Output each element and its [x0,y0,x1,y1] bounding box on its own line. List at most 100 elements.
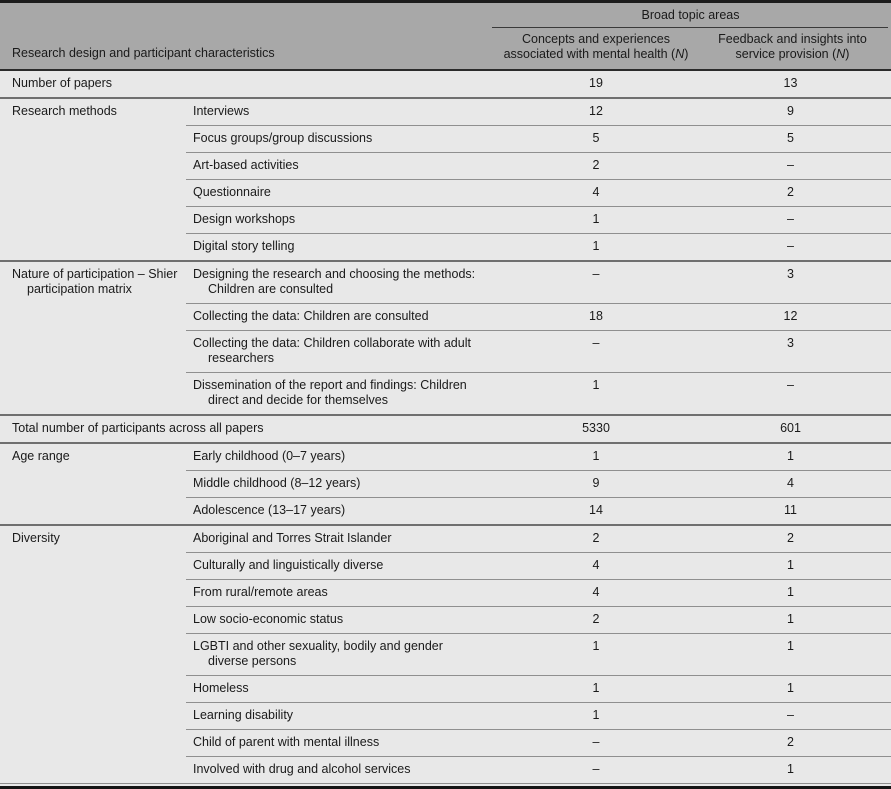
feedback-value-cell: – [787,708,794,722]
row-label: LGBTI and other sexuality, bodily and ge… [193,639,443,668]
feedback-value-cell: 3 [787,336,794,350]
table-group: Age range Early childhood (0–7 years) 1 … [0,442,891,524]
feedback-value-cell: 3 [787,267,794,281]
row-label: Interviews [193,104,250,118]
concepts-value-cell: 2 [592,531,600,545]
table-row: Designing the research and choosing the … [186,262,891,303]
row-label: Aboriginal and Torres Strait Islander [193,531,392,545]
feedback-value-cell: 13 [783,76,798,90]
concepts-value-cell: – [592,267,600,281]
concepts-value-cell: 18 [589,309,603,323]
row-label: Low socio-economic status [193,612,344,626]
concepts-value-cell: – [592,762,600,776]
concepts-value-cell: 1 [592,681,600,695]
row-label: From rural/remote areas [193,585,328,599]
concepts-value-cell: 1 [592,239,600,253]
feedback-value-cell: – [787,158,794,172]
table-row: Interviews 12 9 [186,99,891,125]
feedback-value-cell: – [787,239,794,253]
table-row: Homeless 1 1 [186,675,891,702]
feedback-value-cell: 1 [787,762,794,776]
feedback-value-cell: 1 [787,612,794,626]
feedback-value-cell: 12 [783,309,798,323]
concepts-value-cell: 4 [592,558,600,572]
concepts-value-cell: 12 [589,104,603,118]
table-group: Nature of participation – Shier particip… [0,260,891,414]
table-row: From rural/remote areas 4 1 [186,579,891,606]
row-label: Middle childhood (8–12 years) [193,476,361,490]
spanner-rule [492,27,888,28]
table-group: Total number of participants across all … [0,414,891,442]
table-row: 19 13 [490,71,891,97]
concepts-value-cell: 4 [592,585,600,599]
concepts-value-cell: 9 [592,476,600,490]
row-label: Designing the research and choosing the … [193,267,476,296]
concepts-column-header: Concepts and experiences associated with… [490,28,702,69]
paren-open: ( [828,47,837,61]
table-row: 5330 601 [490,416,891,442]
concepts-value-cell: 5330 [582,421,610,435]
group-rows: 5330 601 [490,416,891,442]
feedback-value-cell: 11 [784,503,797,517]
feedback-value-cell: 4 [787,476,794,490]
feedback-value-cell: 2 [787,531,794,545]
row-label: Collecting the data: Children are consul… [193,309,429,323]
table-row: Questionnaire 4 2 [186,179,891,206]
group-label: Number of papers [12,76,113,90]
table-header: Research design and participant characte… [0,0,891,71]
table-row: Art-based activities 2 – [186,152,891,179]
row-label: Dissemination of the report and findings… [193,378,467,407]
concepts-value-cell: 1 [592,708,600,722]
row-label: Digital story telling [193,239,295,253]
group-label: Diversity [12,531,60,545]
table-row: Digital story telling 1 – [186,233,891,260]
feedback-column-header-text: Feedback and insights into service provi… [718,32,867,61]
table-row: Middle childhood (8–12 years) 9 4 [186,470,891,497]
row-label: Involved with drug and alcohol services [193,762,411,776]
table-row: Collecting the data: Children collaborat… [186,330,891,372]
concepts-value-cell: 1 [592,449,600,463]
feedback-value-cell: 1 [787,681,794,695]
concepts-value-cell: 2 [592,158,600,172]
paren-close: ) [684,47,689,61]
table-body: Number of papers 19 13 Research methods … [0,71,891,783]
broad-topic-areas-section: Broad topic areas Concepts and experienc… [490,3,891,69]
feedback-value-cell: – [787,378,794,392]
feedback-value-cell: 5 [787,131,794,145]
table-row: Early childhood (0–7 years) 1 1 [186,444,891,470]
value-column-headers: Concepts and experiences associated with… [490,28,891,69]
group-rows: Designing the research and choosing the … [186,262,891,414]
table-row: Design workshops 1 – [186,206,891,233]
table-row: Adolescence (13–17 years) 14 11 [186,497,891,524]
table-row: Collecting the data: Children are consul… [186,303,891,330]
feedback-value-cell: 9 [787,104,794,118]
row-label: Early childhood (0–7 years) [193,449,346,463]
feedback-column-header: Feedback and insights into service provi… [702,28,891,69]
table-row: Involved with drug and alcohol services … [186,756,891,783]
row-label: Adolescence (13–17 years) [193,503,346,517]
row-label: Homeless [193,681,249,695]
research-design-column-header: Research design and participant characte… [12,46,275,60]
group-rows: Early childhood (0–7 years) 1 1 Middle c… [186,444,891,524]
paren-close: ) [845,47,850,61]
group-rows: Aboriginal and Torres Strait Islander 2 … [186,526,891,783]
group-rows: Interviews 12 9 Focus groups/group discu… [186,99,891,260]
row-label: Child of parent with mental illness [193,735,380,749]
concepts-value-cell: 5 [592,131,600,145]
table-row: LGBTI and other sexuality, bodily and ge… [186,633,891,675]
row-label: Focus groups/group discussions [193,131,373,145]
concepts-value-cell: – [592,336,600,350]
concepts-value-cell: 19 [589,76,603,90]
group-label: Age range [12,449,70,463]
table-row: Culturally and linguistically diverse 4 … [186,552,891,579]
feedback-value-cell: 1 [787,558,794,572]
concepts-value-cell: 4 [592,185,600,199]
feedback-value-cell: 1 [787,639,794,653]
table-row: Focus groups/group discussions 5 5 [186,125,891,152]
concepts-value-cell: 14 [589,503,603,517]
row-label: Design workshops [193,212,296,226]
concepts-value-cell: 1 [592,378,600,392]
feedback-value-cell: 2 [787,735,794,749]
group-label: Nature of participation – Shier particip… [12,267,178,296]
